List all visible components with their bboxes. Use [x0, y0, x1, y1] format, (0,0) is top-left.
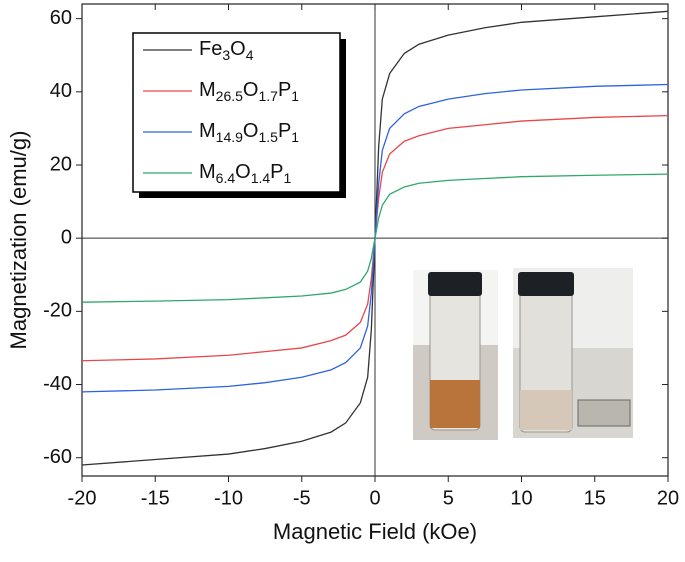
x-tick-label: 20: [657, 487, 679, 509]
x-tick-label: -15: [141, 487, 170, 509]
magnet: [577, 399, 631, 427]
legend-label: M14.9O1.5P1: [199, 120, 299, 144]
y-tick-label: 0: [61, 226, 72, 248]
legend-label: Fe3O4: [199, 38, 254, 62]
x-tick-label: 0: [369, 487, 380, 509]
vial-cap: [518, 272, 574, 296]
x-tick-label: 5: [443, 487, 454, 509]
y-tick-label: -20: [43, 300, 72, 322]
legend-box: [132, 32, 341, 193]
vial-liquid: [520, 390, 572, 430]
x-tick-label: -20: [68, 487, 97, 509]
legend-label: M6.4O1.4P1: [199, 161, 292, 185]
x-tick-label: 15: [584, 487, 606, 509]
inset-photos: [413, 268, 633, 440]
y-axis-label: Magnetization (emu/g): [6, 131, 31, 350]
x-tick-label: 10: [510, 487, 532, 509]
x-axis-label: Magnetic Field (kOe): [273, 519, 477, 544]
y-tick-label: 20: [50, 153, 72, 175]
legend: Fe3O4 M26.5O1.7P1 M14.9O1.5P1 M6.4O1.4P1: [132, 32, 346, 198]
x-tick-label: -10: [214, 487, 243, 509]
y-tick-label: -40: [43, 373, 72, 395]
x-tick-label: -5: [293, 487, 311, 509]
y-tick-label: 40: [50, 80, 72, 102]
vial-liquid: [430, 380, 480, 428]
y-tick-label: -60: [43, 446, 72, 468]
y-tick-label: 60: [50, 7, 72, 29]
vial-cap: [428, 272, 482, 296]
legend-label: M26.5O1.7P1: [199, 79, 299, 103]
series-line: [81, 173, 669, 303]
